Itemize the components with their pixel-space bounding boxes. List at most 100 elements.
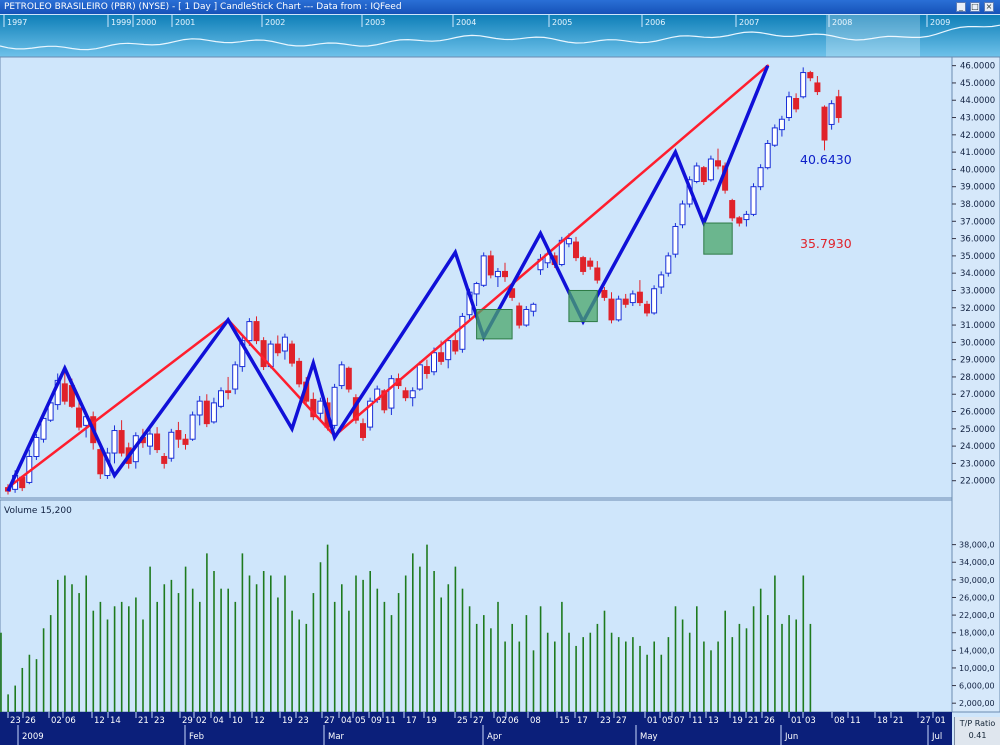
x-axis-day-label: 13 [708,716,719,726]
price-tick-label: 33.0000 [960,286,995,296]
candle-body [487,255,494,276]
x-axis-day-label: 27 [616,716,627,726]
candle-body [707,158,714,181]
candle-body [239,340,246,368]
x-axis [0,712,952,745]
candle-body [246,321,253,342]
candle-body [502,270,508,278]
price-annotation: 40.6430 [800,152,852,167]
candle-body [225,390,232,394]
candle-body [438,352,445,362]
candle-body [757,167,764,188]
candle-body [494,270,501,278]
candle-body [203,400,210,425]
x-axis-day-label: 23 [298,716,309,726]
candle-body [331,386,338,426]
x-axis-month-label: 2009 [22,732,44,742]
x-axis-day-label: 10 [232,716,243,726]
candle-body [594,267,601,281]
candle-body [651,288,658,314]
x-axis-day-label: 25 [457,716,468,726]
x-axis-day-label: 21 [893,716,904,726]
x-axis-day-label: 04 [341,716,352,726]
trendline [333,64,769,437]
x-axis-month-label: Apr [487,732,502,742]
x-axis-month-label: Feb [189,732,204,742]
x-axis-day-label: 23 [600,716,611,726]
candle-body [665,255,672,274]
candle-body [168,431,175,459]
candle-body [644,303,650,314]
overview-year-label: 2002 [265,18,285,27]
candle-body [608,298,615,321]
x-axis-day-label: 27 [473,716,484,726]
x-axis-day-label: 15 [559,716,570,726]
close-button[interactable]: × [984,2,994,12]
candle-body [345,367,352,390]
candle-body [232,364,239,390]
candle-body [523,308,530,326]
price-tick-label: 41.0000 [960,148,995,158]
trendline [226,318,336,437]
x-axis-day-label: 02 [196,716,207,726]
candle-body [61,383,68,402]
x-axis-day-label: 23 [154,716,165,726]
volume-tick-label: 10,000,0 [959,664,995,673]
volume-tick-label: 18,000,0 [959,629,995,638]
price-tick-label: 30.0000 [960,338,995,348]
candle-body [743,213,750,221]
x-axis-day-label: 11 [692,716,703,726]
volume-tick-label: 2,000,00 [959,699,995,708]
x-axis-day-label: 21 [748,716,759,726]
candle-body [76,407,82,428]
overview-year-label: 2004 [456,18,476,27]
x-axis-day-label: 18 [877,716,888,726]
x-axis-day-label: 06 [65,716,76,726]
candle-body [480,255,487,286]
candle-body [750,186,757,215]
x-axis-day-label: 26 [25,716,36,726]
zigzag-line [6,64,770,492]
overview-year-label: 2008 [832,18,852,27]
candle-body [175,430,182,440]
overview-year-label: 2009 [930,18,950,27]
overview-selection [826,15,920,57]
candle-body [807,72,814,79]
candle-body [778,118,785,131]
price-tick-label: 40.0000 [960,165,995,175]
maximize-button[interactable]: □ [970,2,980,12]
candle-body [821,106,828,141]
candle-body [771,127,778,146]
volume-tick-label: 30,000,0 [959,576,995,585]
price-tick-label: 26.0000 [960,408,995,418]
candle-body [161,455,168,464]
candle-body [715,160,721,167]
x-axis-day-label: 02 [51,716,62,726]
candle-body [700,167,707,183]
candle-body [658,274,665,288]
overview-year-label: 2003 [365,18,385,27]
overview-year-label: 1999 [111,18,131,27]
price-tick-label: 37.0000 [960,217,995,227]
x-axis-day-label: 01 [647,716,658,726]
price-tick-label: 39.0000 [960,183,995,193]
overview-year-label: 2007 [739,18,759,27]
minimize-button[interactable]: _ [956,2,966,12]
overview-year-label: 1997 [7,18,27,27]
candle-body [296,360,303,385]
x-axis-day-label: 17 [406,716,417,726]
candle-body [154,433,161,451]
candle-body [452,340,459,352]
x-axis-day-label: 06 [508,716,519,726]
price-tick-label: 35.0000 [960,252,995,262]
price-tick-label: 34.0000 [960,269,995,279]
x-axis-day-label: 07 [674,716,685,726]
overview-price-line [0,24,1000,51]
x-axis-day-label: 03 [805,716,816,726]
x-axis-day-label: 08 [834,716,845,726]
x-axis-month-label: May [640,732,658,742]
candle-body [431,352,437,373]
tp-ratio-value: 0.41 [968,731,987,740]
candle-body [289,343,295,364]
